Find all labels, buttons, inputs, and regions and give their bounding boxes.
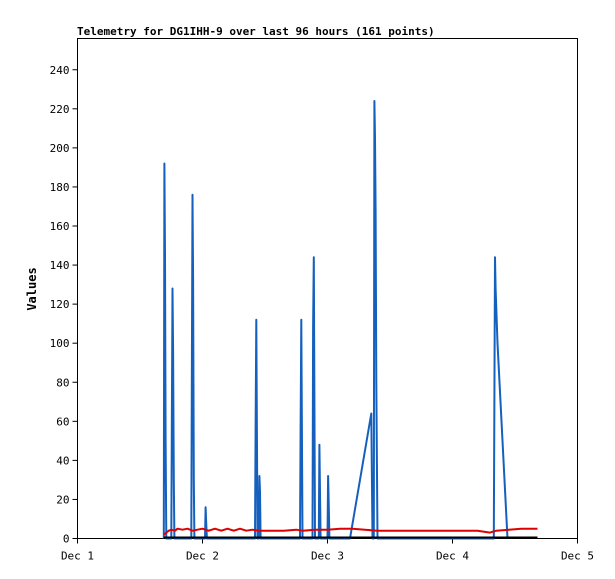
y-tick-label: 60: [56, 415, 69, 428]
y-tick-label: 220: [50, 103, 70, 116]
y-tick-label: 0: [63, 533, 70, 546]
series-line-1: [163, 527, 538, 536]
y-tick-label: 40: [56, 454, 69, 467]
x-tick-label: Dec 2: [186, 550, 219, 563]
x-tick-label: Dec 1: [61, 550, 94, 563]
chart-title: Telemetry for DG1IHH-9 over last 96 hour…: [77, 25, 435, 38]
y-tick-label: 180: [50, 181, 70, 194]
x-tick-label: Dec 5: [561, 550, 594, 563]
y-tick-label: 160: [50, 220, 70, 233]
y-tick-label: 80: [56, 376, 69, 389]
y-tick-label: 20: [56, 493, 69, 506]
y-axis-ticks: 0 20 40 60 80 100 120 140 160 180 200 220 240: [50, 64, 78, 546]
series-layer: [162, 100, 538, 540]
x-tick-label: Dec 3: [311, 550, 344, 563]
y-tick-label: 120: [50, 298, 70, 311]
y-tick-label: 200: [50, 142, 70, 155]
x-tick-label: Dec 4: [436, 550, 469, 563]
x-axis-ticks: Dec 1 Dec 2 Dec 3 Dec 4 Dec 5: [61, 538, 594, 563]
y-tick-label: 140: [50, 259, 70, 272]
y-tick-label: 100: [50, 337, 70, 350]
y-axis-label: Values: [25, 267, 39, 310]
y-tick-label: 240: [50, 64, 70, 77]
